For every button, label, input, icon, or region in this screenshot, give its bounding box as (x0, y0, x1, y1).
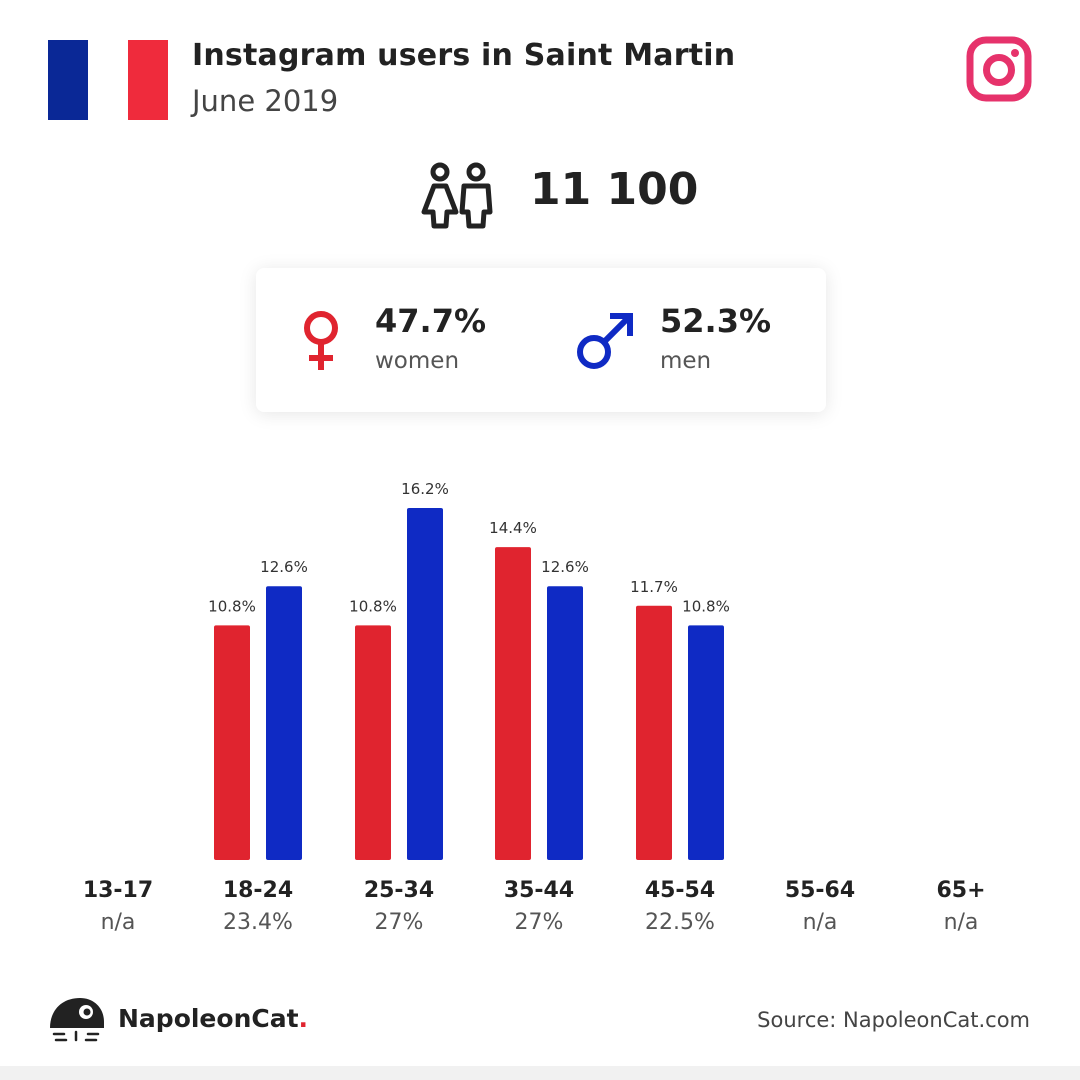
bar-women-18-24 (214, 625, 250, 860)
women-percentage: 47.7% (375, 302, 487, 340)
data-label-women-45-54: 11.7% (630, 578, 678, 596)
category-label-35-44: 35-44 (503, 878, 575, 903)
men-percentage: 52.3% (660, 302, 772, 340)
gender-summary-card: 47.7% women 52.3% men (256, 268, 826, 412)
brand-name: NapoleonCat. (118, 1004, 308, 1033)
category-total-18-24: 23.4% (223, 910, 293, 935)
category-total-45-54: 22.5% (645, 910, 715, 935)
category-total-55-64: n/a (802, 910, 838, 935)
category-label-65+: 65+ (936, 878, 986, 903)
brand-name-text: NapoleonCat (118, 1004, 299, 1033)
female-symbol-icon (304, 311, 338, 370)
napoleoncat-logo-icon (50, 998, 104, 1042)
bar-women-25-34 (355, 625, 391, 860)
category-total-25-34: 27% (374, 910, 424, 935)
men-label: men (660, 348, 712, 374)
bar-men-35-44 (547, 586, 583, 860)
category-label-13-17: 13-17 (82, 878, 154, 903)
france-flag-icon (48, 40, 168, 120)
data-label-men-35-44: 12.6% (541, 558, 589, 576)
women-label: women (375, 348, 460, 374)
data-label-women-25-34: 10.8% (349, 597, 397, 615)
data-label-men-25-34: 16.2% (401, 480, 449, 498)
data-label-women-35-44: 14.4% (489, 519, 537, 537)
bar-men-45-54 (688, 625, 724, 860)
bar-women-45-54 (636, 605, 672, 860)
people-icon (421, 162, 493, 229)
bar-women-35-44 (495, 547, 531, 860)
total-users-value: 11 100 (530, 164, 699, 215)
age-gender-bar-chart: 10.8% 10.8% 14.4% 11.7% 12.6% 16.2% 12.6% 10.8% (208, 480, 730, 860)
bar-men-18-24 (266, 586, 302, 860)
instagram-icon (966, 36, 1032, 102)
category-total-65+: n/a (943, 910, 979, 935)
category-total-35-44: 27% (514, 910, 564, 935)
category-total-13-17: n/a (100, 910, 136, 935)
data-label-men-45-54: 10.8% (682, 597, 730, 615)
flag-red-stripe (128, 40, 168, 120)
category-label-25-34: 25-34 (363, 878, 435, 903)
brand-dot: . (298, 1004, 309, 1033)
page-title: Instagram users in Saint Martin (192, 38, 736, 73)
source-text: Source: NapoleonCat.com (757, 1008, 1030, 1032)
flag-blue-stripe (48, 40, 88, 120)
footer-band (0, 1066, 1080, 1080)
male-symbol-icon (577, 313, 633, 369)
category-label-18-24: 18-24 (222, 878, 294, 903)
category-label-55-64: 55-64 (784, 878, 856, 903)
data-label-men-18-24: 12.6% (260, 558, 308, 576)
data-label-women-18-24: 10.8% (208, 597, 256, 615)
page-subtitle: June 2019 (192, 84, 339, 118)
category-label-45-54: 45-54 (644, 878, 716, 903)
bar-men-25-34 (407, 508, 443, 860)
